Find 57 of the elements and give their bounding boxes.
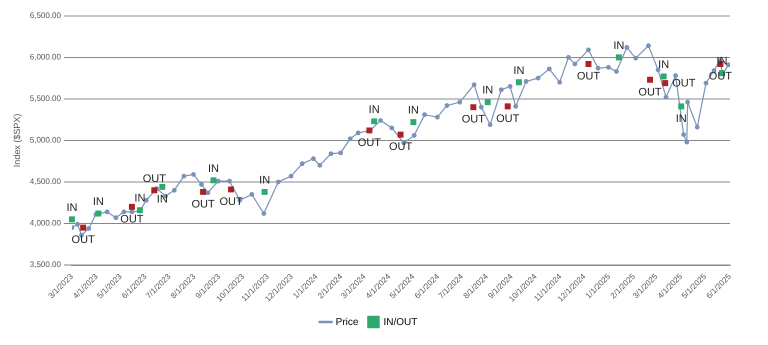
data-label: IN: [156, 193, 168, 206]
data-label: IN: [716, 56, 728, 68]
y-tick-label: 4,500.00: [30, 177, 62, 186]
y-tick-label: 5,000.00: [30, 136, 62, 145]
point: [660, 73, 667, 80]
data-label: OUT: [358, 136, 382, 149]
data-label: IN: [658, 58, 670, 71]
point: [210, 177, 216, 184]
data-label: OUT: [120, 213, 144, 226]
data-label: IN: [259, 174, 270, 186]
point: [410, 119, 416, 126]
legend-label: Price: [336, 316, 359, 328]
point: [470, 104, 476, 110]
data-label: OUT: [72, 234, 96, 246]
y-tick-label: 5,500.00: [30, 94, 62, 104]
point: [371, 118, 378, 124]
point: [678, 103, 684, 110]
y-tick-label: 6,500.00: [30, 11, 62, 20]
point: [647, 76, 654, 83]
y-tick-label: 3,500.00: [30, 260, 62, 270]
point: [662, 80, 668, 86]
point: [262, 188, 268, 195]
data-label: OUT: [496, 112, 520, 125]
data-label: IN: [92, 196, 104, 208]
point: [128, 204, 135, 210]
y-tick-label: 6,000.00: [30, 52, 62, 62]
point: [151, 187, 158, 194]
data-label: IN: [134, 192, 146, 205]
point: [200, 188, 206, 195]
point: [80, 224, 86, 231]
data-label: IN: [208, 162, 220, 175]
data-label: IN: [368, 104, 380, 116]
point: [616, 54, 622, 60]
y-tick-label: 4,000.00: [30, 218, 62, 228]
data-label: IN: [408, 104, 419, 117]
y-axis-title: Index ($SPX): [12, 114, 22, 168]
point: [586, 61, 592, 67]
data-label: OUT: [142, 172, 166, 185]
data-label: IN: [66, 202, 78, 214]
point: [228, 186, 234, 192]
data-label: IN: [613, 40, 624, 52]
point: [504, 103, 511, 110]
point: [68, 216, 75, 222]
data-label: OUT: [191, 198, 215, 210]
legend-label: IN/OUT: [383, 316, 418, 328]
point: [159, 184, 166, 190]
data-label: OUT: [576, 70, 600, 83]
point: [484, 99, 491, 106]
data-label: OUT: [388, 141, 412, 154]
data-label: OUT: [638, 86, 662, 98]
data-label: IN: [513, 64, 524, 77]
data-label: OUT: [462, 114, 486, 126]
point: [398, 132, 404, 138]
point: [95, 210, 102, 217]
point: [516, 79, 522, 86]
data-label: OUT: [219, 196, 243, 208]
data-label: IN: [482, 84, 494, 97]
